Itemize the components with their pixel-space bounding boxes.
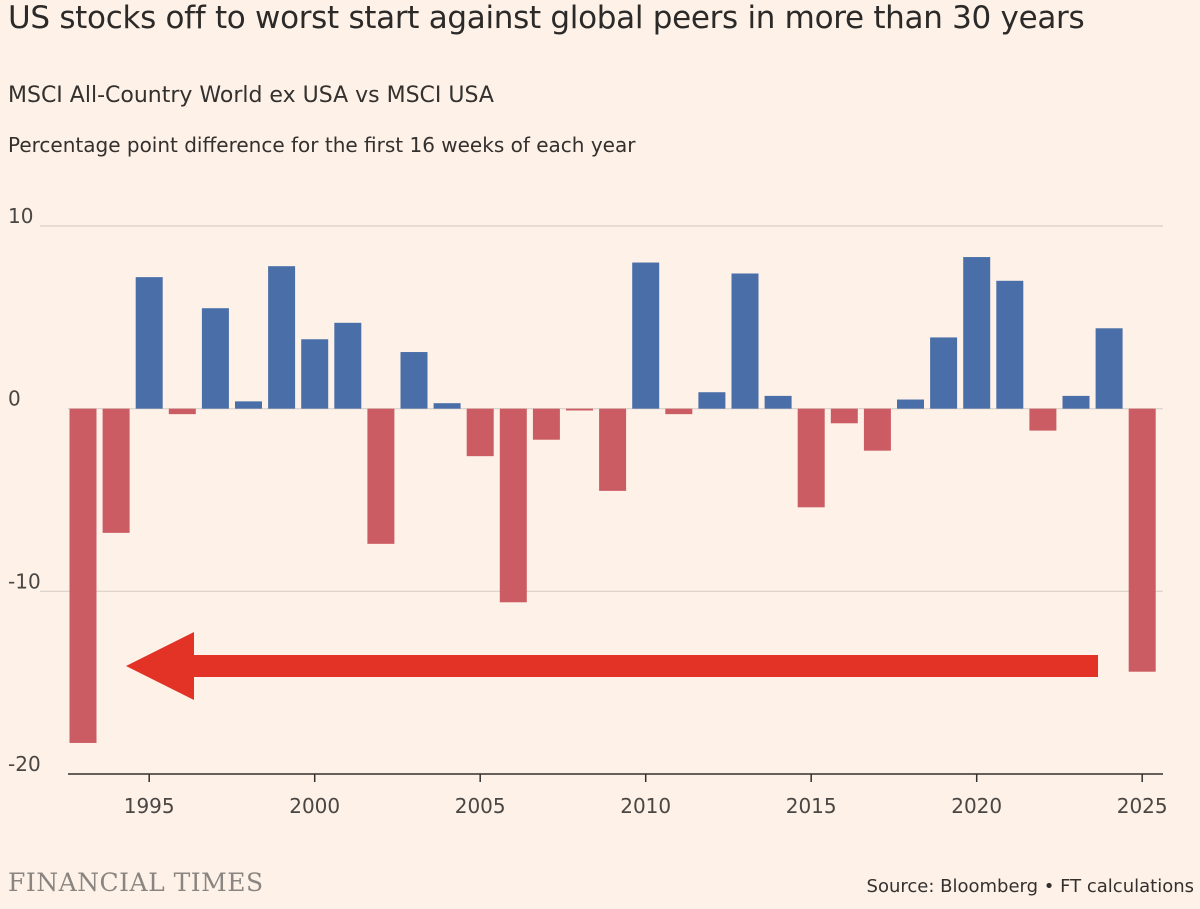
x-tick-label: 2010 [620,794,671,818]
bar-2006 [499,408,527,603]
chart-title: US stocks off to worst start against glo… [8,0,1085,36]
bar-2020 [963,257,991,409]
bar-2011 [665,408,693,415]
arrow-shaft [188,655,1098,677]
bar-2012 [698,392,726,409]
chart-description: Percentage point difference for the firs… [8,133,636,157]
bar-2004 [433,403,461,409]
bar-2010 [632,262,660,409]
bar-1997 [201,308,229,409]
bar-2002 [367,408,395,544]
bar-2007 [532,408,560,440]
y-tick-label: 0 [8,387,21,411]
source-note: Source: Bloomberg • FT calculations [866,876,1194,897]
bar-2023 [1062,395,1090,409]
bar-2014 [764,395,792,409]
bar-2013 [731,273,759,409]
bar-1998 [235,401,262,409]
bar-2003 [400,352,428,409]
bar-2008 [566,408,593,411]
bar-2022 [1029,408,1057,431]
bar-1993 [69,408,97,743]
bar-2015 [797,408,825,508]
bar-2017 [863,408,891,451]
bar-1996 [168,408,196,415]
x-tick-label: 2000 [289,794,340,818]
bar-2024 [1095,328,1123,409]
bar-2005 [466,408,494,457]
bar-2025 [1128,408,1156,672]
bar-1999 [268,266,296,409]
bar-2016 [830,408,858,424]
x-tick-label: 2025 [1117,794,1168,818]
bar-2000 [301,339,329,409]
bar-2021 [996,280,1024,409]
x-tick-label: 2020 [951,794,1002,818]
x-tick-label: 2005 [455,794,506,818]
y-tick-label: 10 [8,204,33,228]
bar-1994 [102,408,130,533]
bar-2018 [897,399,924,409]
bar-2009 [599,408,627,491]
ft-logo: FINANCIAL TIMES [8,868,264,897]
bar-2019 [930,337,958,409]
bar-1995 [135,277,163,409]
arrow-head [126,632,194,700]
x-tick-label: 2015 [786,794,837,818]
chart-subtitle: MSCI All-Country World ex USA vs MSCI US… [8,83,494,108]
bar-2001 [334,322,362,409]
y-tick-label: -10 [8,569,41,593]
x-tick-label: 1995 [124,794,175,818]
y-tick-label: -20 [8,752,41,776]
